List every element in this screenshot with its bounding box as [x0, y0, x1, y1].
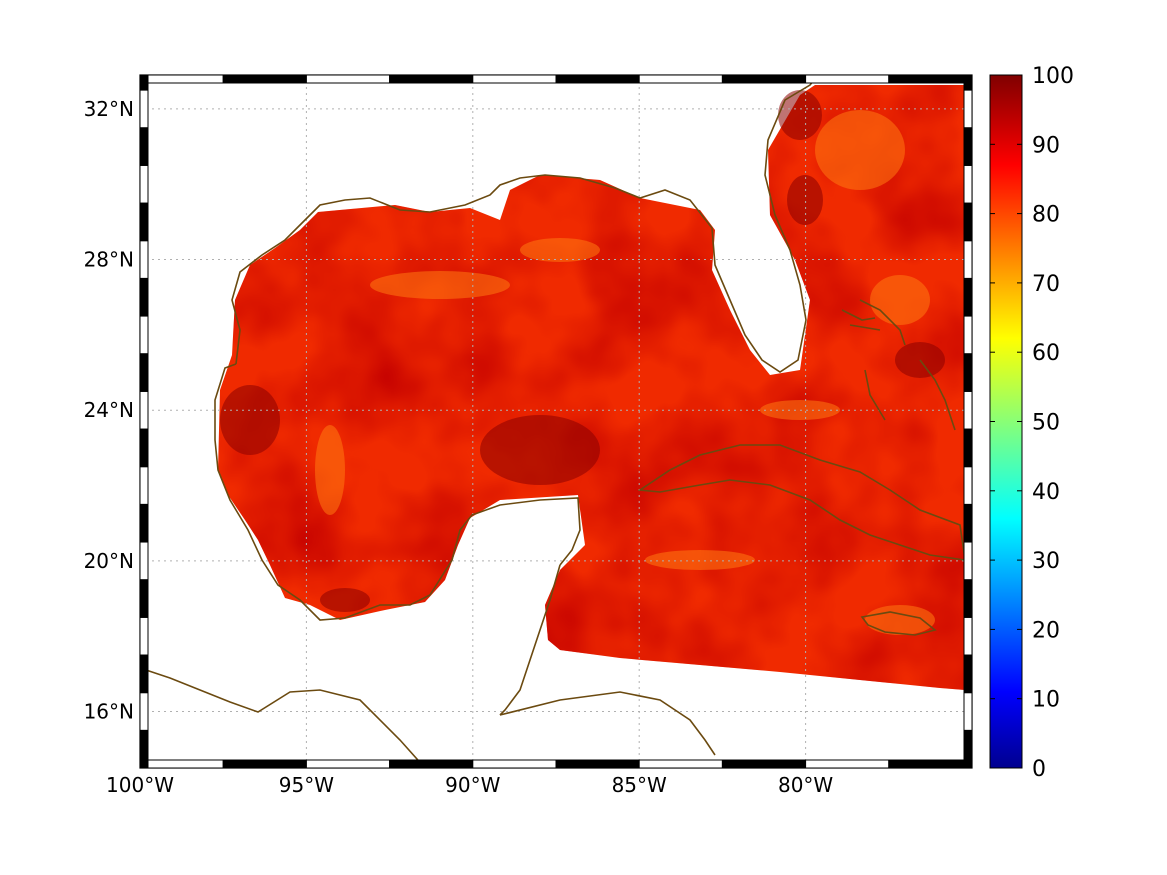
colorbar-tick-label: 50 — [1032, 411, 1060, 436]
frame-segment — [139, 164, 149, 204]
frame-segment — [963, 390, 973, 430]
frame-segment — [139, 74, 224, 84]
frame-segment — [139, 315, 149, 355]
frame-segment — [963, 579, 973, 618]
frame-segment — [389, 74, 474, 84]
frame-segment — [638, 759, 723, 769]
coastline-central-america — [499, 691, 716, 756]
colorbar-tick-label: 40 — [1032, 480, 1060, 505]
frame-segment — [139, 729, 149, 769]
frame-segment — [222, 759, 307, 769]
lon-tick-label: 100°W — [106, 773, 174, 797]
frame-segment — [963, 202, 973, 242]
frame-segment — [222, 74, 307, 84]
frame-segment — [139, 541, 149, 581]
colorbar-ticks: 0 10 20 30 40 50 60 70 80 90 100 — [990, 64, 1074, 782]
frame-segment — [139, 390, 149, 430]
frame-segment — [555, 759, 640, 769]
frame-segment — [472, 74, 557, 84]
frame-segment — [139, 579, 149, 618]
frame-segment — [963, 164, 973, 204]
frame-segment — [389, 759, 474, 769]
colorbar-gradient — [989, 74, 1023, 769]
frame-segment — [963, 466, 973, 505]
frame-segment — [963, 89, 973, 129]
colorbar-tick-label: 10 — [1032, 688, 1060, 713]
lon-tick-label: 80°W — [778, 773, 833, 797]
frame-segment — [963, 503, 973, 543]
lat-tick-label: 16°N — [84, 700, 134, 724]
frame-segment — [963, 277, 973, 317]
frame-segment — [963, 654, 973, 694]
frame-segment — [139, 353, 149, 392]
frame-segment — [888, 759, 973, 769]
frame-segment — [555, 74, 640, 84]
coastline-gulf-north — [139, 667, 426, 769]
frame-segment — [638, 74, 723, 84]
lon-tick-label: 85°W — [612, 773, 667, 797]
colorbar-tick-label: 60 — [1032, 341, 1060, 366]
frame-segment — [139, 240, 149, 279]
frame-segment — [139, 428, 149, 468]
lat-tick-label: 28°N — [84, 248, 134, 272]
frame-segment — [721, 759, 807, 769]
colorbar-tick-label: 90 — [1032, 133, 1060, 158]
colorbar-tick-label: 70 — [1032, 272, 1060, 297]
field-texture — [218, 85, 965, 690]
lon-tick-label: 95°W — [279, 773, 334, 797]
frame-segment — [963, 353, 973, 392]
coastlines — [139, 74, 966, 769]
colorbar-tick-label: 80 — [1032, 203, 1060, 228]
frame-segment — [963, 315, 973, 355]
coastline-bahamas-2 — [841, 309, 881, 331]
colorbar-tick-label: 0 — [1032, 757, 1046, 782]
frame-segment — [139, 277, 149, 317]
lat-tick-label: 20°N — [84, 549, 134, 573]
coastline-jamaica — [860, 611, 937, 636]
frame-segment — [805, 74, 890, 84]
frame-segment — [472, 759, 557, 769]
colorbar-tick-label: 30 — [1032, 549, 1060, 574]
frame-segment — [139, 466, 149, 505]
frame-segment — [305, 74, 391, 84]
lat-tick-label: 24°N — [84, 398, 134, 422]
frame-segment — [139, 202, 149, 242]
gridlines — [140, 75, 972, 768]
frame-segment — [305, 759, 391, 769]
frame-segment — [139, 127, 149, 166]
latitude-labels: 32°N 28°N 24°N 20°N 16°N — [84, 97, 134, 724]
ocean-data-field — [218, 85, 965, 690]
longitude-labels: 100°W 95°W 90°W 85°W 80°W — [106, 773, 833, 797]
frame-segment — [805, 759, 890, 769]
frame-segment — [963, 127, 973, 166]
frame-segment — [963, 541, 973, 581]
frame-segment — [139, 692, 149, 731]
frame-segment — [139, 759, 224, 769]
coastline-us-gulf — [231, 74, 819, 373]
colorbar-tick-label: 100 — [1032, 64, 1074, 89]
frame-segment — [139, 616, 149, 656]
coastline-bahamas — [859, 299, 956, 431]
frame-segment — [888, 74, 973, 84]
frame-segment — [963, 428, 973, 468]
frame-segment — [963, 616, 973, 656]
frame-segment — [963, 729, 973, 769]
coastline-mexico-east — [214, 363, 581, 621]
frame-segment — [963, 240, 973, 279]
coastline-yucatan-east — [499, 564, 561, 716]
frame-segment — [963, 692, 973, 731]
frame-segment — [721, 74, 807, 84]
lon-tick-label: 90°W — [445, 773, 500, 797]
frame-segment — [139, 654, 149, 694]
colorbar: 0 10 20 30 40 50 60 70 80 90 100 — [989, 64, 1074, 782]
field-highlights — [315, 110, 935, 635]
lat-tick-label: 32°N — [84, 97, 134, 121]
frame-segment — [963, 74, 973, 91]
frame-segment — [139, 503, 149, 543]
frame-segment — [139, 74, 149, 91]
colorbar-tick-label: 20 — [1032, 618, 1060, 643]
map-frame — [139, 74, 973, 769]
frame-segment — [139, 89, 149, 129]
